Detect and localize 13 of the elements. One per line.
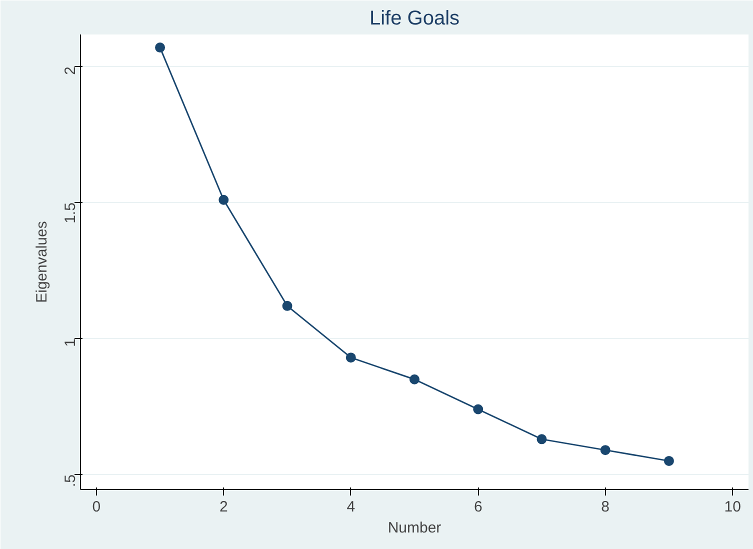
x-tick-label: 8 (601, 498, 610, 516)
y-tick-label: 2 (62, 66, 79, 75)
x-tick-label: 2 (219, 498, 228, 516)
y-tick-label: .5 (62, 474, 79, 488)
x-tick-label: 6 (474, 498, 482, 516)
y-axis-title: Eigenvalues (34, 221, 50, 303)
chart-title: Life Goals (369, 8, 460, 30)
y-tick-label: 1 (62, 338, 79, 347)
x-axis-title: Number (388, 520, 442, 536)
x-tick-label: 10 (724, 498, 741, 516)
y-tick-label: 1.5 (62, 202, 79, 224)
x-tick-label: 0 (92, 498, 101, 516)
x-tick-label: 4 (346, 498, 356, 516)
